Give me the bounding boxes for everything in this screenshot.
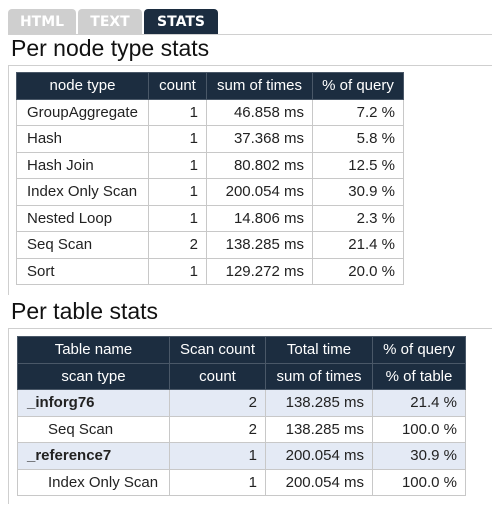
node-stats-title: Per node type stats (11, 35, 210, 61)
cell-count: 1 (148, 257, 207, 285)
cell-count: 1 (169, 442, 266, 470)
table-row: Hash Join 1 80.802 ms 12.5 % (16, 151, 404, 179)
cell-percent: 100.0 % (372, 415, 466, 443)
cell-name: Sort (16, 257, 149, 285)
cell-percent: 5.8 % (312, 125, 404, 153)
table-row: Index Only Scan 1 200.054 ms 30.9 % (16, 178, 404, 206)
cell-percent: 100.0 % (372, 468, 466, 496)
col-sum-of-times: sum of times (206, 72, 313, 100)
cell-name: _inforg76 (17, 389, 170, 417)
table-group-row: _inforg76 2 138.285 ms 21.4 % (17, 389, 466, 417)
cell-time: 138.285 ms (206, 231, 313, 259)
col-total-time: Total time (265, 336, 373, 364)
cell-name: Hash Join (16, 151, 149, 179)
table-row: GroupAggregate 1 46.858 ms 7.2 % (16, 98, 404, 126)
cell-time: 200.054 ms (265, 442, 373, 470)
cell-name: Seq Scan (17, 415, 170, 443)
col-node-type: node type (16, 72, 149, 100)
col-count: count (148, 72, 207, 100)
cell-time: 80.802 ms (206, 151, 313, 179)
cell-count: 2 (169, 415, 266, 443)
cell-time: 14.806 ms (206, 204, 313, 232)
cell-count: 1 (148, 98, 207, 126)
cell-count: 1 (148, 204, 207, 232)
node-stats-body: GroupAggregate 1 46.858 ms 7.2 % Hash 1 37.368… (16, 98, 404, 285)
cell-name: Index Only Scan (17, 468, 170, 496)
cell-name: GroupAggregate (16, 98, 149, 126)
node-stats-table: node type count sum of times % of query … (16, 72, 404, 285)
table-stats-title: Per table stats (11, 298, 159, 324)
cell-percent: 20.0 % (312, 257, 404, 285)
table-stats-header-row-1: Table name Scan count Total time % of qu… (17, 336, 466, 364)
table-row: Seq Scan 2 138.285 ms 21.4 % (16, 231, 404, 259)
col-sum-of-times: sum of times (265, 362, 373, 390)
view-tabs: HTML TEXT STATS (8, 9, 220, 35)
cell-percent: 30.9 % (312, 178, 404, 206)
cell-count: 2 (169, 389, 266, 417)
node-stats-header-row: node type count sum of times % of query (16, 72, 404, 100)
cell-time: 46.858 ms (206, 98, 313, 126)
cell-time: 37.368 ms (206, 125, 313, 153)
tab-divider (8, 34, 492, 35)
table-stats-table: Table name Scan count Total time % of qu… (17, 336, 466, 496)
cell-percent: 2.3 % (312, 204, 404, 232)
table-group-row: _reference7 1 200.054 ms 30.9 % (17, 442, 466, 470)
table-stats-border (8, 328, 9, 504)
cell-name: Nested Loop (16, 204, 149, 232)
scan-type-row: Seq Scan 2 138.285 ms 100.0 % (17, 415, 466, 443)
cell-time: 138.285 ms (265, 415, 373, 443)
cell-time: 138.285 ms (265, 389, 373, 417)
cell-time: 200.054 ms (265, 468, 373, 496)
tab-stats[interactable]: STATS (144, 9, 218, 35)
col-table-name: Table name (17, 336, 170, 364)
cell-time: 200.054 ms (206, 178, 313, 206)
table-stats-body: _inforg76 2 138.285 ms 21.4 % Seq Scan 2 138.2… (17, 389, 466, 496)
cell-name: Hash (16, 125, 149, 153)
node-stats-divider (8, 65, 492, 66)
scan-type-row: Index Only Scan 1 200.054 ms 100.0 % (17, 468, 466, 496)
col-percent-of-table: % of table (372, 362, 466, 390)
cell-count: 1 (148, 178, 207, 206)
cell-percent: 21.4 % (372, 389, 466, 417)
cell-count: 2 (148, 231, 207, 259)
table-stats-divider (8, 328, 492, 329)
cell-count: 1 (148, 151, 207, 179)
cell-count: 1 (169, 468, 266, 496)
col-scan-count: Scan count (169, 336, 266, 364)
cell-time: 129.272 ms (206, 257, 313, 285)
tab-html[interactable]: HTML (8, 9, 76, 35)
cell-count: 1 (148, 125, 207, 153)
cell-name: Seq Scan (16, 231, 149, 259)
cell-name: Index Only Scan (16, 178, 149, 206)
table-row: Hash 1 37.368 ms 5.8 % (16, 125, 404, 153)
tab-text[interactable]: TEXT (78, 9, 142, 35)
table-stats-header-row-2: scan type count sum of times % of table (17, 362, 466, 390)
cell-percent: 21.4 % (312, 231, 404, 259)
node-stats-border (8, 65, 9, 295)
cell-name: _reference7 (17, 442, 170, 470)
cell-percent: 7.2 % (312, 98, 404, 126)
table-row: Nested Loop 1 14.806 ms 2.3 % (16, 204, 404, 232)
col-percent-of-query: % of query (312, 72, 404, 100)
cell-percent: 30.9 % (372, 442, 466, 470)
col-count: count (169, 362, 266, 390)
cell-percent: 12.5 % (312, 151, 404, 179)
col-percent-of-query: % of query (372, 336, 466, 364)
table-row: Sort 1 129.272 ms 20.0 % (16, 257, 404, 285)
col-scan-type: scan type (17, 362, 170, 390)
